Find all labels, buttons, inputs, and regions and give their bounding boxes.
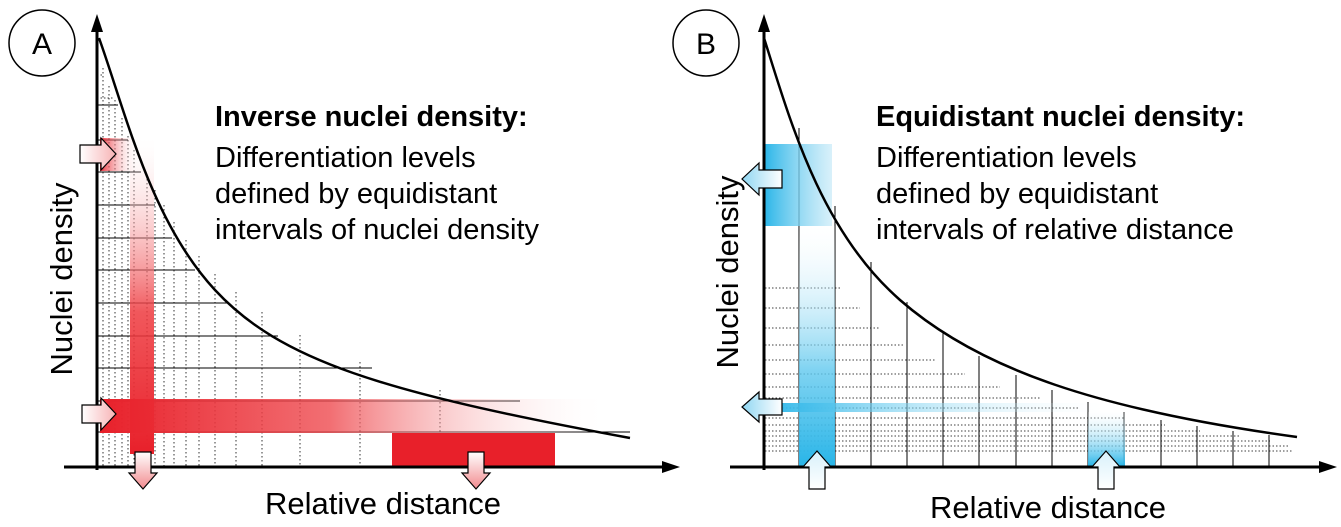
arrow-right-icon <box>81 396 117 432</box>
arrow-left-icon <box>741 390 783 424</box>
arrow-right-icon <box>79 136 117 172</box>
panel-a-badge: A <box>8 9 76 77</box>
band-blue-vertical <box>799 226 835 466</box>
panel-a-desc-line-2: defined by equidistant <box>215 178 497 210</box>
panel-b-badge-label: B <box>696 28 716 61</box>
arrow-down-icon <box>127 451 159 490</box>
arrow-up-icon <box>1090 450 1122 490</box>
arrow-left-icon <box>741 161 783 197</box>
panel-b-xlabel: Relative distance <box>930 490 1166 525</box>
panel-a-title: Inverse nuclei density: <box>215 101 528 133</box>
panel-a-axes <box>64 14 680 473</box>
panel-b: B Equidistant nuclei density: Differenti… <box>672 9 1337 525</box>
panel-a-desc-line-3: intervals of nuclei density <box>215 214 539 246</box>
arrow-down-icon <box>460 451 492 490</box>
panel-b-desc-line-1: Differentiation levels <box>876 142 1137 174</box>
panel-b-desc-line-2: defined by equidistant <box>876 178 1158 210</box>
panel-b-title: Equidistant nuclei density: <box>876 101 1245 133</box>
panel-a-desc-line-1: Differentiation levels <box>215 142 476 174</box>
band-blue-horizontal <box>764 403 1114 412</box>
panel-a-badge-label: A <box>32 28 52 61</box>
panel-a: A Inverse nuclei density: Differentiatio… <box>8 9 680 521</box>
band-red-horizontal <box>100 399 610 433</box>
panel-a-xlabel: Relative distance <box>265 486 501 521</box>
panel-b-badge: B <box>672 9 740 77</box>
panel-b-desc-line-3: intervals of relative distance <box>876 214 1234 246</box>
panel-a-ylabel: Nuclei density <box>44 182 79 375</box>
panel-a-curve <box>97 37 631 440</box>
arrow-up-icon <box>801 450 833 490</box>
panel-b-curve <box>762 37 1298 439</box>
panel-b-ylabel: Nuclei density <box>710 175 745 368</box>
